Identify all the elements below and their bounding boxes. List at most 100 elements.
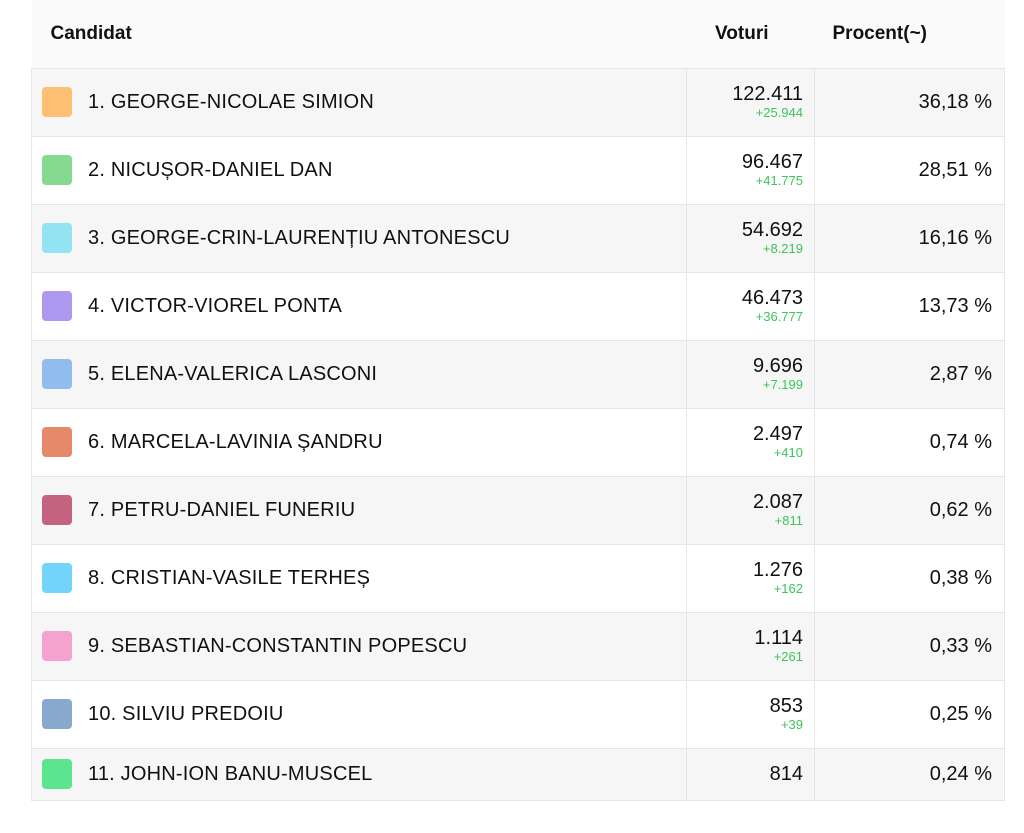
percent-value: 13,73 % bbox=[918, 294, 992, 317]
candidate-name-wrap: 4. VICTOR-VIOREL PONTA bbox=[32, 291, 686, 321]
votes-delta: +25.944 bbox=[755, 105, 803, 120]
table-row[interactable]: 3. GEORGE-CRIN-LAURENȚIU ANTONESCU 54.692… bbox=[31, 204, 1005, 273]
table-row[interactable]: 10. SILVIU PREDOIU 853 +39 0,25 % bbox=[31, 680, 1005, 749]
votes-delta: +811 bbox=[774, 513, 803, 528]
candidate-name-wrap: 1. GEORGE-NICOLAE SIMION bbox=[32, 87, 686, 117]
candidate-cell: 8. CRISTIAN-VASILE TERHEȘ bbox=[31, 544, 687, 613]
votes-delta: +7.199 bbox=[762, 377, 803, 392]
percent-cell: 2,87 % bbox=[814, 340, 1005, 409]
table-row[interactable]: 5. ELENA-VALERICA LASCONI 9.696 +7.199 2,87… bbox=[31, 340, 1005, 409]
percent-value: 0,25 % bbox=[929, 702, 992, 725]
votes-count: 9.696 bbox=[752, 355, 803, 377]
candidate-color-swatch bbox=[42, 495, 72, 525]
candidate-color-swatch bbox=[42, 631, 72, 661]
candidate-cell: 11. JOHN-ION BANU-MUSCEL bbox=[31, 748, 687, 801]
candidate-cell: 10. SILVIU PREDOIU bbox=[31, 680, 687, 749]
votes-count: 2.497 bbox=[752, 423, 803, 445]
table-row[interactable]: 6. MARCELA-LAVINIA ȘANDRU 2.497 +410 0,74 % bbox=[31, 408, 1005, 477]
candidate-name: 7. PETRU-DANIEL FUNERIU bbox=[88, 498, 356, 521]
votes-cell: 122.411 +25.944 bbox=[686, 68, 815, 137]
candidate-color-swatch bbox=[42, 87, 72, 117]
votes-cell: 46.473 +36.777 bbox=[686, 272, 815, 341]
percent-cell: 36,18 % bbox=[814, 68, 1005, 137]
candidate-cell: 4. VICTOR-VIOREL PONTA bbox=[31, 272, 687, 341]
candidate-color-swatch bbox=[42, 291, 72, 321]
table-header: Candidat Voturi Procent(~) bbox=[31, 0, 1005, 69]
candidate-color-swatch bbox=[42, 759, 72, 789]
votes-delta: +410 bbox=[773, 445, 803, 460]
votes-cell: 1.114 +261 bbox=[686, 612, 815, 681]
table-row[interactable]: 7. PETRU-DANIEL FUNERIU 2.087 +811 0,62 % bbox=[31, 476, 1005, 545]
votes-count: 1.276 bbox=[752, 559, 803, 581]
candidate-name: 2. NICUȘOR-DANIEL DAN bbox=[88, 158, 333, 181]
votes-delta: +41.775 bbox=[755, 173, 803, 188]
percent-cell: 28,51 % bbox=[814, 136, 1005, 205]
votes-count: 1.114 bbox=[754, 627, 803, 649]
candidate-cell: 5. ELENA-VALERICA LASCONI bbox=[31, 340, 687, 409]
votes-count: 853 bbox=[769, 695, 803, 717]
candidate-cell: 7. PETRU-DANIEL FUNERIU bbox=[31, 476, 687, 545]
candidate-color-swatch bbox=[42, 563, 72, 593]
percent-value: 0,24 % bbox=[929, 762, 992, 785]
candidate-name-wrap: 2. NICUȘOR-DANIEL DAN bbox=[32, 155, 686, 185]
candidate-name: 5. ELENA-VALERICA LASCONI bbox=[88, 362, 378, 385]
votes-count: 46.473 bbox=[741, 287, 803, 309]
table-row[interactable]: 11. JOHN-ION BANU-MUSCEL 814 0,24 % bbox=[31, 748, 1005, 801]
candidate-name-wrap: 11. JOHN-ION BANU-MUSCEL bbox=[32, 759, 686, 789]
percent-cell: 13,73 % bbox=[814, 272, 1005, 341]
votes-cell: 96.467 +41.775 bbox=[686, 136, 815, 205]
votes-count: 122.411 bbox=[732, 83, 803, 105]
percent-cell: 0,33 % bbox=[814, 612, 1005, 681]
votes-delta: +36.777 bbox=[755, 309, 803, 324]
header-row: Candidat Voturi Procent(~) bbox=[31, 0, 1005, 69]
candidate-color-swatch bbox=[42, 223, 72, 253]
table-row[interactable]: 1. GEORGE-NICOLAE SIMION 122.411 +25.944 36… bbox=[31, 68, 1005, 137]
percent-value: 28,51 % bbox=[918, 158, 992, 181]
candidate-cell: 9. SEBASTIAN-CONSTANTIN POPESCU bbox=[31, 612, 687, 681]
candidate-name-wrap: 10. SILVIU PREDOIU bbox=[32, 699, 686, 729]
candidate-cell: 1. GEORGE-NICOLAE SIMION bbox=[31, 68, 687, 137]
header-percent[interactable]: Procent(~) bbox=[814, 0, 1005, 69]
votes-count: 54.692 bbox=[741, 219, 803, 241]
candidate-cell: 6. MARCELA-LAVINIA ȘANDRU bbox=[31, 408, 687, 477]
results-table-container: Candidat Voturi Procent(~) 1. GEORGE-NIC… bbox=[31, 0, 1005, 801]
candidate-name-wrap: 5. ELENA-VALERICA LASCONI bbox=[32, 359, 686, 389]
percent-value: 0,38 % bbox=[929, 566, 992, 589]
candidate-name: 8. CRISTIAN-VASILE TERHEȘ bbox=[88, 566, 371, 589]
votes-delta: +261 bbox=[773, 649, 803, 664]
percent-cell: 0,38 % bbox=[814, 544, 1005, 613]
percent-value: 0,74 % bbox=[929, 430, 992, 453]
percent-value: 2,87 % bbox=[929, 362, 992, 385]
votes-count: 814 bbox=[769, 763, 803, 785]
candidate-color-swatch bbox=[42, 359, 72, 389]
candidate-name-wrap: 3. GEORGE-CRIN-LAURENȚIU ANTONESCU bbox=[32, 223, 686, 253]
header-candidate[interactable]: Candidat bbox=[31, 0, 687, 69]
votes-delta: +162 bbox=[773, 581, 803, 596]
percent-cell: 0,24 % bbox=[814, 748, 1005, 801]
votes-cell: 2.087 +811 bbox=[686, 476, 815, 545]
votes-count: 96.467 bbox=[741, 151, 803, 173]
votes-cell: 9.696 +7.199 bbox=[686, 340, 815, 409]
candidate-name-wrap: 6. MARCELA-LAVINIA ȘANDRU bbox=[32, 427, 686, 457]
candidate-name: 4. VICTOR-VIOREL PONTA bbox=[88, 294, 343, 317]
votes-cell: 814 bbox=[686, 748, 815, 801]
candidate-name-wrap: 9. SEBASTIAN-CONSTANTIN POPESCU bbox=[32, 631, 686, 661]
table-row[interactable]: 8. CRISTIAN-VASILE TERHEȘ 1.276 +162 0,38 % bbox=[31, 544, 1005, 613]
candidate-name: 11. JOHN-ION BANU-MUSCEL bbox=[88, 762, 373, 785]
candidate-color-swatch bbox=[42, 427, 72, 457]
table-row[interactable]: 4. VICTOR-VIOREL PONTA 46.473 +36.777 13,73… bbox=[31, 272, 1005, 341]
percent-value: 0,62 % bbox=[929, 498, 992, 521]
votes-count: 2.087 bbox=[752, 491, 803, 513]
candidate-name: 6. MARCELA-LAVINIA ȘANDRU bbox=[88, 430, 383, 453]
percent-value: 16,16 % bbox=[918, 226, 992, 249]
table-row[interactable]: 9. SEBASTIAN-CONSTANTIN POPESCU 1.114 +261… bbox=[31, 612, 1005, 681]
table-body: 1. GEORGE-NICOLAE SIMION 122.411 +25.944 36… bbox=[31, 68, 1005, 801]
header-votes[interactable]: Voturi bbox=[686, 0, 815, 69]
votes-cell: 2.497 +410 bbox=[686, 408, 815, 477]
candidate-name-wrap: 7. PETRU-DANIEL FUNERIU bbox=[32, 495, 686, 525]
percent-cell: 0,74 % bbox=[814, 408, 1005, 477]
candidate-name: 1. GEORGE-NICOLAE SIMION bbox=[88, 90, 374, 113]
candidate-cell: 2. NICUȘOR-DANIEL DAN bbox=[31, 136, 687, 205]
table-row[interactable]: 2. NICUȘOR-DANIEL DAN 96.467 +41.775 28,51 … bbox=[31, 136, 1005, 205]
percent-cell: 0,62 % bbox=[814, 476, 1005, 545]
